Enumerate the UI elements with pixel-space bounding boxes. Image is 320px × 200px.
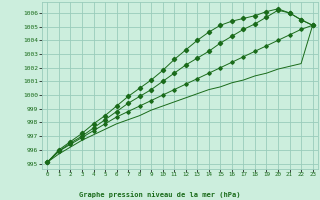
- Text: Graphe pression niveau de la mer (hPa): Graphe pression niveau de la mer (hPa): [79, 191, 241, 198]
